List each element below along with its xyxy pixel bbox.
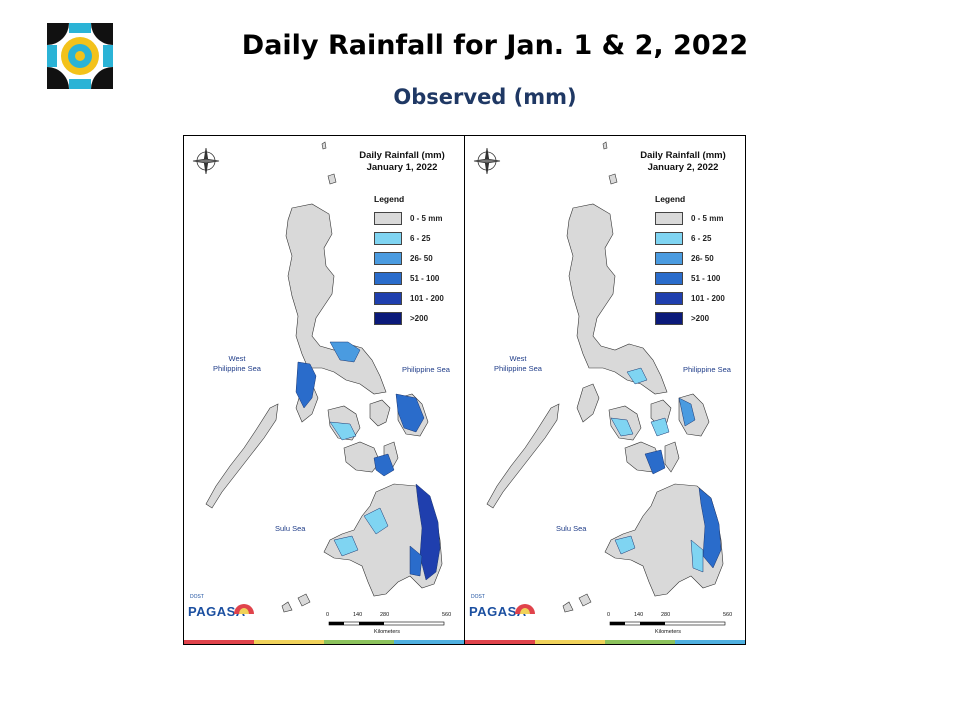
scale-bar: [328, 621, 445, 626]
footer-color-segment: [605, 640, 675, 644]
legend-item: 51 - 100: [655, 271, 720, 285]
legend-item: 0 - 5 mm: [655, 211, 723, 225]
legend-label: 101 - 200: [691, 293, 725, 303]
legend-item: >200: [655, 311, 709, 325]
legend-swatch: [374, 311, 402, 325]
sea-label-west: West Philippine Sea: [202, 354, 272, 374]
sea-label-east: Philippine Sea: [683, 365, 731, 374]
scale-tick-3: 560: [442, 612, 452, 618]
footer-color-segment: [184, 640, 254, 644]
sea-label-west: West Philippine Sea: [483, 354, 553, 374]
dost-small-label: DOST: [190, 594, 204, 600]
philippines-map: [473, 141, 726, 626]
legend-swatch: [655, 211, 683, 225]
legend-label: 101 - 200: [410, 293, 444, 303]
palawan-landmass: [486, 403, 560, 509]
dost-logo: [47, 23, 113, 89]
legend-swatch: [374, 231, 402, 245]
pagasa-umbrella-icon: [515, 604, 535, 614]
scale-tick-0: 0: [326, 612, 330, 618]
legend-swatch: [655, 271, 683, 285]
legend-item: 6 - 25: [655, 231, 711, 245]
pagasa-umbrella-icon: [234, 604, 254, 614]
visayas-landmass: [576, 383, 710, 473]
legend-label: 0 - 5 mm: [410, 213, 443, 223]
palawan-landmass: [205, 403, 279, 509]
rainfall-overlay: [610, 367, 722, 573]
scale-bar: [609, 621, 726, 626]
sea-label-west-text: West Philippine Sea: [494, 354, 542, 373]
legend-label: 51 - 100: [691, 273, 721, 283]
scale-tick-2: 280: [661, 612, 671, 618]
luzon-landmass: [566, 141, 668, 395]
legend-swatch: [374, 291, 402, 305]
legend-item: 51 - 100: [374, 271, 439, 285]
footer-color-segment: [535, 640, 605, 644]
legend-label: 6 - 25: [410, 233, 431, 243]
map-title-line2: January 1, 2022: [366, 162, 438, 173]
legend-label: 26- 50: [410, 253, 433, 263]
legend-swatch: [655, 311, 683, 325]
dost-small-label: DOST: [471, 594, 485, 600]
legend-swatch: [655, 291, 683, 305]
scale-tick-2: 280: [380, 612, 390, 618]
legend-label: 0 - 5 mm: [691, 213, 724, 223]
legend-label: >200: [410, 313, 429, 323]
footer-color-segment: [465, 640, 535, 644]
legend-swatch: [374, 251, 402, 265]
legend-item: 101 - 200: [374, 291, 444, 305]
scale-tick-0: 0: [607, 612, 611, 618]
footer-color-segment: [394, 640, 464, 644]
legend-swatch: [655, 251, 683, 265]
page-subtitle: Observed (mm): [393, 85, 577, 109]
footer-color-segment: [675, 640, 745, 644]
map-title-line1: Daily Rainfall (mm): [640, 150, 726, 161]
legend-label: >200: [691, 313, 710, 323]
legend-swatch: [374, 271, 402, 285]
scale-tick-3: 560: [723, 612, 733, 618]
footer-color-segment: [254, 640, 324, 644]
legend-item: 26- 50: [374, 251, 433, 265]
sea-label-sulu: Sulu Sea: [556, 524, 587, 533]
map-title: Daily Rainfall (mm) January 2, 2022: [623, 150, 743, 174]
rainfall-map-panel-jan1: Daily Rainfall (mm) January 1, 2022 Lege…: [183, 135, 465, 645]
rainfall-overlay: [295, 341, 441, 581]
footer-color-segment: [324, 640, 394, 644]
page-title: Daily Rainfall for Jan. 1 & 2, 2022: [241, 30, 749, 61]
scale-tick-1: 140: [353, 612, 363, 618]
luzon-landmass: [285, 141, 387, 395]
legend-item: 6 - 25: [374, 231, 430, 245]
map-title-line1: Daily Rainfall (mm): [359, 150, 445, 161]
footer-color-bar: [465, 640, 745, 644]
scale-unit: Kilometers: [655, 629, 681, 635]
map-title: Daily Rainfall (mm) January 1, 2022: [342, 150, 462, 174]
legend-item: >200: [374, 311, 428, 325]
legend-label: 51 - 100: [410, 273, 440, 283]
legend-swatch: [374, 211, 402, 225]
compass-icon: [192, 147, 220, 175]
legend-title: Legend: [374, 194, 405, 204]
legend-label: 26- 50: [691, 253, 714, 263]
sea-label-east: Philippine Sea: [402, 365, 450, 374]
pagasa-logo-text: PAGASA: [469, 604, 527, 619]
philippines-map: [192, 141, 445, 626]
map-title-line2: January 2, 2022: [647, 162, 719, 173]
legend-swatch: [655, 231, 683, 245]
legend-item: 0 - 5 mm: [374, 211, 442, 225]
legend-item: 26- 50: [655, 251, 714, 265]
scale-unit: Kilometers: [374, 629, 400, 635]
legend-title: Legend: [655, 194, 686, 204]
sea-label-sulu: Sulu Sea: [275, 524, 306, 533]
legend-label: 6 - 25: [691, 233, 712, 243]
compass-icon: [473, 147, 501, 175]
rainfall-map-panel-jan2: Daily Rainfall (mm) January 2, 2022 Lege…: [464, 135, 746, 645]
scale-tick-1: 140: [634, 612, 644, 618]
legend-item: 101 - 200: [655, 291, 725, 305]
sea-label-west-text: West Philippine Sea: [213, 354, 261, 373]
footer-color-bar: [184, 640, 464, 644]
pagasa-logo-text: PAGASA: [188, 604, 246, 619]
